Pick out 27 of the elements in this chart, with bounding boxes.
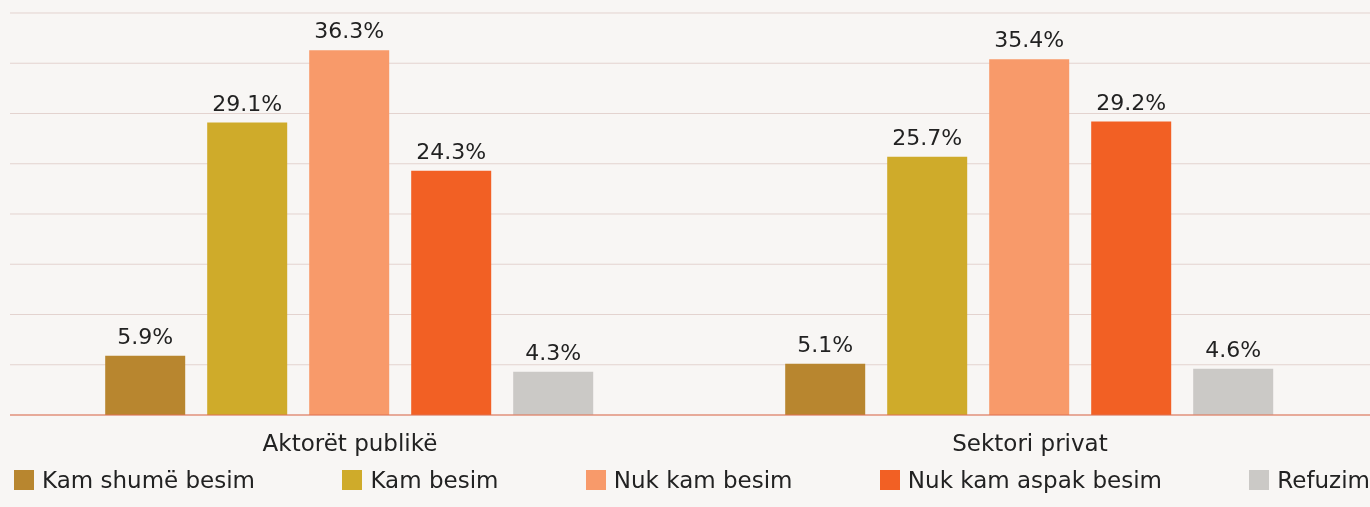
legend-label: Nuk kam aspak besim — [907, 467, 1162, 493]
data-label: 4.6% — [1205, 336, 1262, 362]
x-tick-label: Sektori privat — [952, 430, 1108, 457]
legend-label: Kam besim — [370, 467, 499, 493]
data-label: 24.3% — [416, 138, 487, 164]
bar — [1193, 368, 1274, 415]
data-label: 35.4% — [994, 27, 1065, 53]
legend-label: Refuzim — [1277, 467, 1370, 493]
x-tick-label: Aktorët publikë — [262, 430, 438, 457]
bar — [1091, 121, 1172, 415]
bar — [411, 170, 492, 415]
data-label: 5.1% — [797, 331, 854, 357]
data-label: 29.1% — [212, 90, 283, 116]
data-label: 4.3% — [525, 339, 582, 365]
bar — [105, 355, 186, 415]
data-label: 5.9% — [117, 323, 174, 349]
data-label: 25.7% — [892, 124, 963, 150]
bar — [785, 363, 866, 415]
legend-label: Nuk kam besim — [613, 467, 793, 493]
bar — [989, 59, 1070, 415]
bar — [887, 156, 968, 415]
legend-label: Kam shumë besim — [42, 467, 256, 493]
bar — [309, 50, 390, 415]
data-label: 36.3% — [314, 18, 385, 44]
bar — [207, 122, 288, 415]
data-label: 29.2% — [1096, 89, 1167, 115]
bar — [513, 371, 594, 415]
